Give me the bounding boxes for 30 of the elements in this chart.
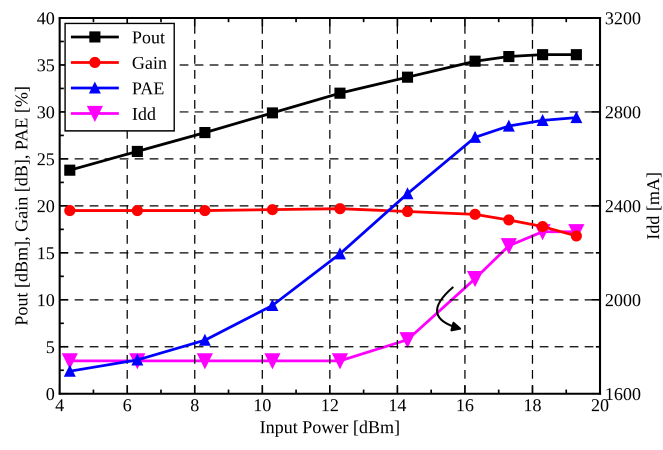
y2-tick-label: 2800 bbox=[606, 106, 640, 118]
y-tick-label: 20 bbox=[38, 200, 54, 212]
x-axis-title: Input Power [dBm] bbox=[260, 420, 399, 437]
y-tick-label: 35 bbox=[38, 59, 54, 72]
legend-label: Gain bbox=[132, 56, 167, 69]
y-tick-label: 5 bbox=[46, 341, 54, 354]
y2-tick-label: 3200 bbox=[606, 12, 640, 24]
y-tick-label: 40 bbox=[37, 12, 54, 24]
y-tick-label: 10 bbox=[38, 294, 54, 306]
x-tick-label: 10 bbox=[254, 399, 271, 412]
x-tick-label: 16 bbox=[457, 399, 474, 412]
x-tick-label: 18 bbox=[525, 399, 541, 412]
x-tick-label: 6 bbox=[123, 399, 132, 412]
x-tick-label: 8 bbox=[190, 399, 199, 412]
x-tick-label: 12 bbox=[322, 399, 338, 412]
x-tick-label: 20 bbox=[592, 399, 608, 412]
x-tick-label: 14 bbox=[390, 399, 406, 412]
y2-axis-title: Idd [mA] bbox=[646, 173, 662, 240]
y-tick-label: 15 bbox=[38, 247, 54, 260]
y2-tick-label: 2400 bbox=[606, 200, 640, 212]
y-tick-label: 0 bbox=[46, 388, 54, 400]
legend-label: Pout bbox=[132, 31, 165, 44]
y-tick-label: 25 bbox=[38, 153, 54, 166]
y2-tick-label: 2000 bbox=[606, 294, 640, 306]
legend-label: Idd bbox=[132, 107, 156, 120]
y-axis-title: Pout [dBm], Gain [dB], PAE [%] bbox=[14, 87, 30, 326]
y2-tick-label: 1600 bbox=[606, 388, 640, 400]
x-tick-label: 4 bbox=[56, 399, 64, 412]
y-tick-label: 30 bbox=[38, 106, 54, 118]
legend-label: PAE bbox=[132, 82, 164, 94]
